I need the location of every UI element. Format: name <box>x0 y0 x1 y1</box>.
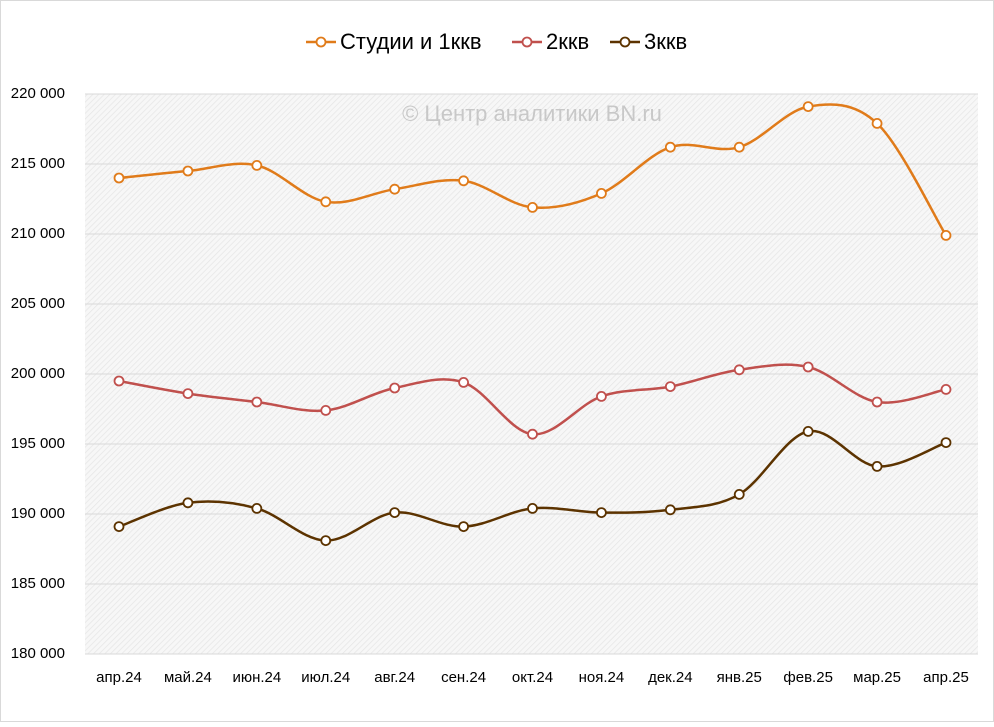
point <box>871 460 883 472</box>
x-tick-label: сен.24 <box>441 669 486 686</box>
point <box>251 502 263 514</box>
x-tick-label: окт.24 <box>512 669 553 686</box>
legend-label: 2ккв <box>546 29 589 54</box>
point <box>733 488 745 500</box>
point <box>802 425 814 437</box>
point <box>458 521 469 532</box>
x-tick-label: апр.25 <box>923 669 969 686</box>
y-tick-label: 210 000 <box>11 225 65 242</box>
x-tick-label: май.24 <box>164 669 212 686</box>
point <box>113 521 125 532</box>
x-tick-label: июн.24 <box>232 669 281 686</box>
x-tick-label: фев.25 <box>783 669 833 686</box>
point <box>527 502 538 514</box>
point <box>389 183 401 195</box>
legend-marker <box>521 36 533 48</box>
legend-marker <box>315 36 327 48</box>
point <box>113 375 125 387</box>
y-tick-label: 185 000 <box>11 575 65 592</box>
y-tick-label: 205 000 <box>11 295 65 312</box>
y-tick-label: 220 000 <box>11 85 65 102</box>
point <box>940 229 952 241</box>
point <box>871 118 883 129</box>
point <box>182 165 194 177</box>
point <box>940 383 952 395</box>
point <box>596 507 607 518</box>
y-tick-label: 180 000 <box>11 645 65 662</box>
x-tick-label: янв.25 <box>717 669 762 686</box>
point <box>182 497 194 509</box>
y-tick-label: 215 000 <box>11 155 65 172</box>
point <box>733 141 745 153</box>
legend-label: 3ккв <box>644 29 687 54</box>
point <box>320 535 332 546</box>
point <box>113 172 125 184</box>
point <box>802 101 814 112</box>
point <box>664 504 676 516</box>
point <box>664 381 676 393</box>
point <box>733 364 745 376</box>
point <box>458 376 469 388</box>
x-tick-label: авг.24 <box>374 669 415 686</box>
y-tick-label: 190 000 <box>11 505 65 522</box>
point <box>871 396 883 408</box>
point <box>182 388 194 400</box>
point <box>251 396 263 408</box>
y-tick-label: 200 000 <box>11 365 65 382</box>
point <box>458 175 469 187</box>
point <box>251 159 263 171</box>
point <box>596 187 607 199</box>
point <box>389 382 401 394</box>
point <box>802 361 814 373</box>
point <box>320 196 332 208</box>
watermark: © Центр аналитики BN.ru <box>402 101 662 126</box>
y-tick-label: 195 000 <box>11 435 65 452</box>
x-tick-label: мар.25 <box>853 669 901 686</box>
point <box>596 390 607 402</box>
point <box>527 428 538 440</box>
legend-marker <box>619 36 631 48</box>
legend-label: Студии и 1ккв <box>340 29 482 54</box>
point <box>527 201 538 213</box>
x-tick-label: дек.24 <box>648 669 693 686</box>
point <box>389 507 401 518</box>
x-tick-label: июл.24 <box>301 669 350 686</box>
x-tick-label: апр.24 <box>96 669 142 686</box>
x-tick-label: ноя.24 <box>579 669 625 686</box>
point <box>664 141 676 153</box>
point <box>320 404 332 416</box>
point <box>940 437 952 449</box>
